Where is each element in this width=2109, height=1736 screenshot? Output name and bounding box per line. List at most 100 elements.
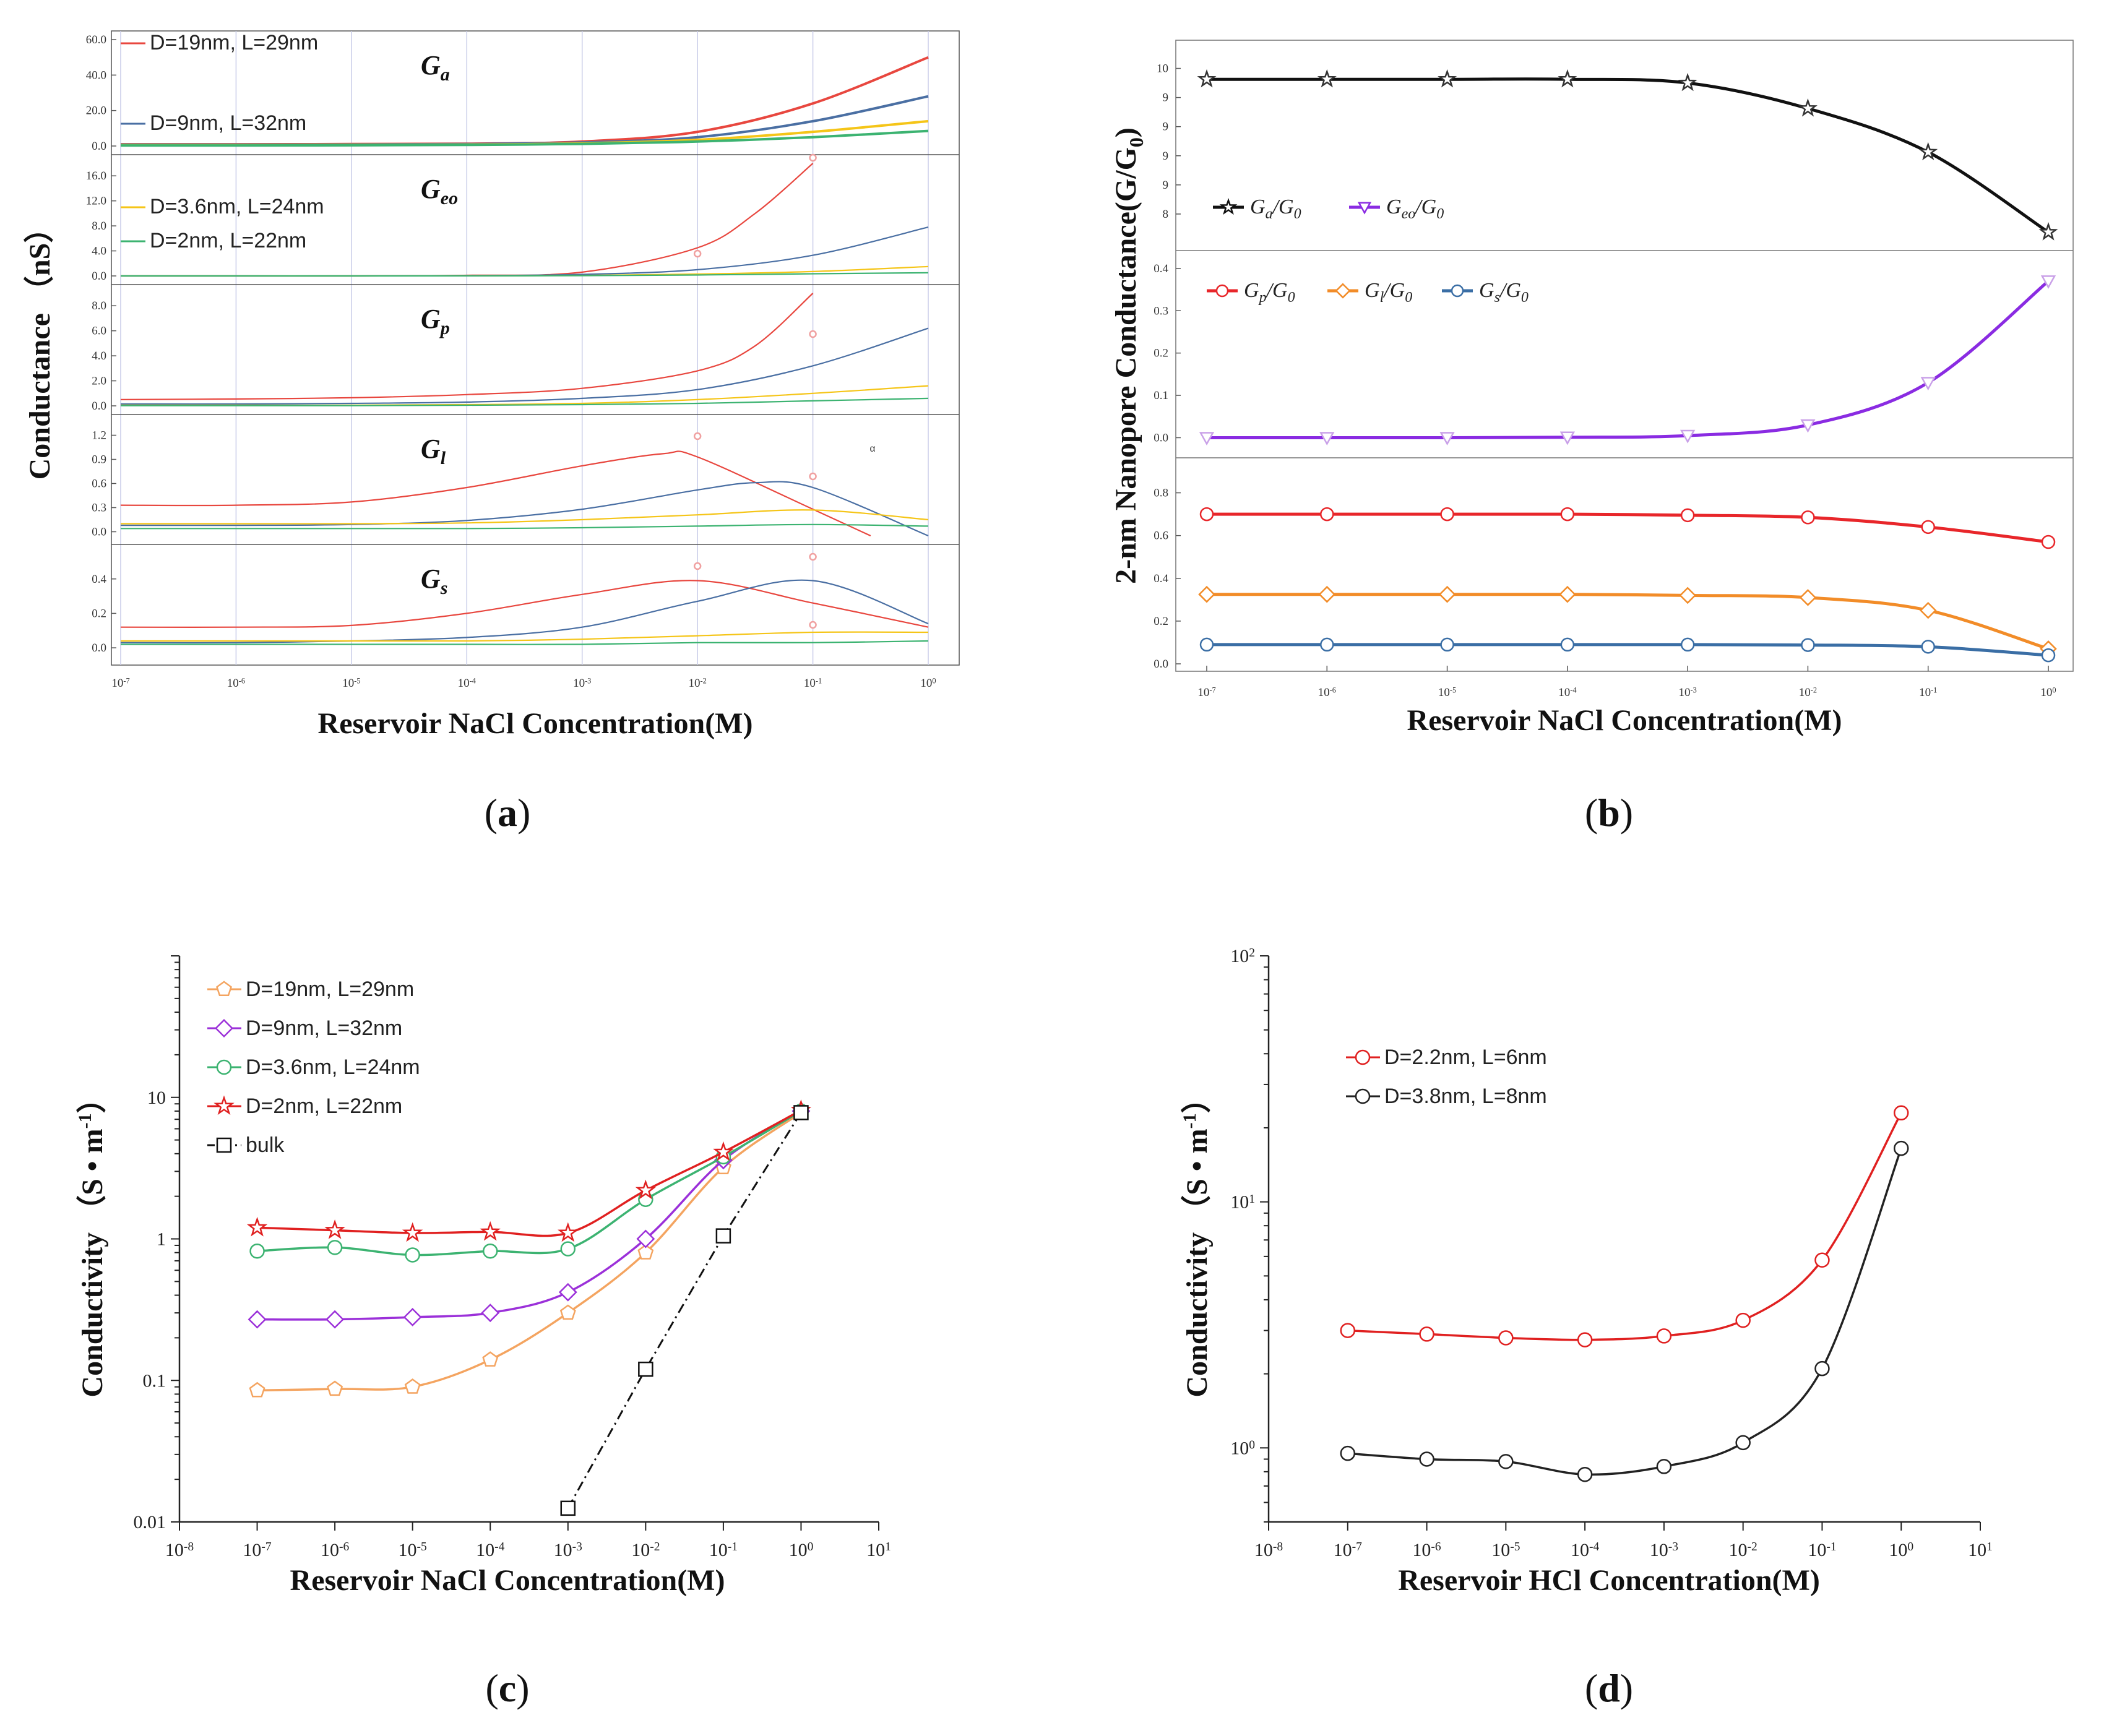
chart-b-y-tick: 0.1 (1154, 389, 1168, 402)
chart-c-y-tick: 10 (147, 1088, 166, 1108)
chart-d-marker (1814, 1252, 1830, 1268)
chart-b-y-tick: 9 (1163, 121, 1169, 134)
chart-a-y-tick: 0.0 (92, 270, 106, 283)
chart-d-legend-marker (1355, 1049, 1371, 1065)
chart-d-marker (1577, 1332, 1593, 1347)
chart-d-x-tick: 10-6 (1412, 1540, 1441, 1560)
chart-a-y-tick: 0.9 (92, 453, 106, 466)
chart-c-marker (327, 1240, 343, 1255)
chart-a-y-tick: 6.0 (92, 325, 106, 338)
chart-c-y-label: Conductivity （S • m-1） (75, 1083, 109, 1397)
chart-d-legend-label: D=3.8nm, L=8nm (1384, 1085, 1547, 1108)
chart-a-panel-label: Gl (421, 434, 446, 468)
chart-a-series-line (120, 129, 929, 147)
chart-c-x-tick: 10-6 (321, 1540, 349, 1560)
chart-c-marker (248, 1310, 267, 1329)
chart-a-extra-label: α (869, 444, 875, 454)
chart-b-marker (1438, 585, 1456, 603)
chart-a-y-tick: 4.0 (92, 245, 106, 258)
chart-a-x-tick: 10-3 (573, 676, 591, 690)
chart-a-y-tick: 40.0 (86, 69, 106, 82)
chart-d-y-label-end: ） (1181, 1083, 1214, 1113)
chart-b-y-tick: 9 (1163, 179, 1169, 192)
caption-b-letter: b (1598, 791, 1620, 835)
chart-b-marker (1558, 69, 1577, 88)
chart-a-x-tick: 10-5 (342, 676, 360, 690)
chart-d-x-tick: 10-4 (1571, 1540, 1599, 1560)
chart-b-marker (1680, 429, 1696, 444)
chart-b-legend-sub: l (1380, 290, 1384, 306)
chart-c-marker (713, 1141, 734, 1161)
chart-d-marker (1419, 1326, 1434, 1342)
chart-c-series-line (257, 1109, 802, 1237)
captions: (a) (b) (c) (d) (485, 791, 1633, 1710)
chart-a-x-tick: 10-6 (227, 676, 245, 690)
chart-a-y-tick: 8.0 (92, 299, 106, 312)
chart-b-y-tick: 8 (1163, 208, 1169, 221)
chart-a-y-tick: 1.2 (92, 429, 106, 442)
chart-a-series-line (120, 272, 929, 277)
chart-a-y-tick: 0.0 (92, 642, 106, 655)
chart-b-marker (1921, 520, 1935, 535)
chart-d-y-tick: 102 (1230, 946, 1255, 966)
chart-b-y-tick: 0.3 (1154, 304, 1168, 317)
chart-a-y-tick: 8.0 (92, 220, 106, 233)
chart-a-panel-label: Gp (421, 304, 450, 338)
chart-c-x-tick: 101 (866, 1540, 891, 1560)
chart-d-legend-label: D=2.2nm, L=6nm (1384, 1046, 1547, 1069)
chart-b-marker (1559, 431, 1575, 445)
chart-d-y-label: Conductivity （S • m-1） (1180, 1083, 1214, 1397)
chart-b-y-tick: 0.2 (1154, 347, 1168, 360)
chart-a-y-tick: 0.4 (92, 573, 106, 586)
chart-a-faint-marker (693, 562, 702, 570)
chart-b: 10-7 10-6 10-5 10-4 10-3 10-2 10-1 100 8 9 9 9 9 10 0.… (1110, 40, 2074, 737)
chart-a-y-tick: 12.0 (86, 195, 106, 208)
chart-b-series-line (1207, 280, 2050, 440)
chart-a-faint-marker (809, 552, 817, 561)
chart-d-marker (1893, 1105, 1909, 1121)
chart-c-marker (482, 1351, 499, 1367)
chart-d-x-tick: 10-8 (1254, 1540, 1283, 1560)
chart-c-y-tick: 0.01 (134, 1512, 166, 1532)
chart-b-marker (1799, 589, 1817, 606)
chart-c-marker (636, 1229, 655, 1248)
chart-c-x-tick: 10-2 (631, 1540, 660, 1560)
chart-b-marker (1320, 637, 1334, 652)
chart-b-legend-sub: s (1494, 290, 1500, 306)
chart-d-marker (1656, 1459, 1672, 1474)
chart-c-legend-marker (216, 1059, 232, 1075)
chart-b-marker (1801, 638, 1815, 652)
chart-b-marker (2041, 535, 2056, 549)
chart-c-marker (715, 1228, 731, 1244)
chart-c-legend-label: D=19nm, L=29nm (246, 978, 414, 1001)
chart-b-x-tick: 100 (2040, 685, 2056, 699)
chart-b-x-tick: 10-7 (1197, 685, 1215, 699)
chart-b-y-tick: 0.4 (1154, 572, 1168, 585)
chart-a-y-tick: 0.6 (92, 478, 106, 491)
chart-a-x-tick: 10-7 (111, 676, 129, 690)
chart-d-series-line (1347, 1112, 1902, 1341)
chart-a-x-tick: 10-2 (688, 676, 706, 690)
chart-d-marker (1656, 1328, 1672, 1344)
chart-b-marker (1439, 432, 1455, 446)
chart-a-faint-marker (693, 249, 702, 258)
chart-b-marker (1680, 508, 1695, 523)
chart-a-series-line (121, 397, 929, 406)
chart-c-marker (249, 1381, 265, 1398)
chart-d: 10-8 10-7 10-6 10-5 10-4 10-3 10-2 10-1 100 101 10… (1180, 946, 1993, 1597)
chart-b-y-tick: 9 (1163, 92, 1169, 105)
chart-b-marker (1199, 637, 1214, 652)
chart-c-x-tick: 10-5 (399, 1540, 427, 1560)
chart-a-y-tick: 2.0 (92, 375, 106, 388)
chart-c-y-label-end: ） (76, 1083, 109, 1113)
caption-d-letter: d (1598, 1666, 1620, 1710)
chart-b-x-tick: 10-6 (1318, 685, 1336, 699)
chart-c-marker (326, 1310, 345, 1329)
chart-b-marker (1918, 142, 1938, 161)
chart-b-marker (2040, 275, 2056, 289)
chart-a-faint-marker (809, 153, 817, 162)
chart-d-x-tick: 10-7 (1334, 1540, 1362, 1560)
chart-c-marker (402, 1222, 423, 1242)
chart-a-series-line (120, 509, 929, 525)
chart-c-y-label-sup: -1 (75, 1113, 95, 1128)
